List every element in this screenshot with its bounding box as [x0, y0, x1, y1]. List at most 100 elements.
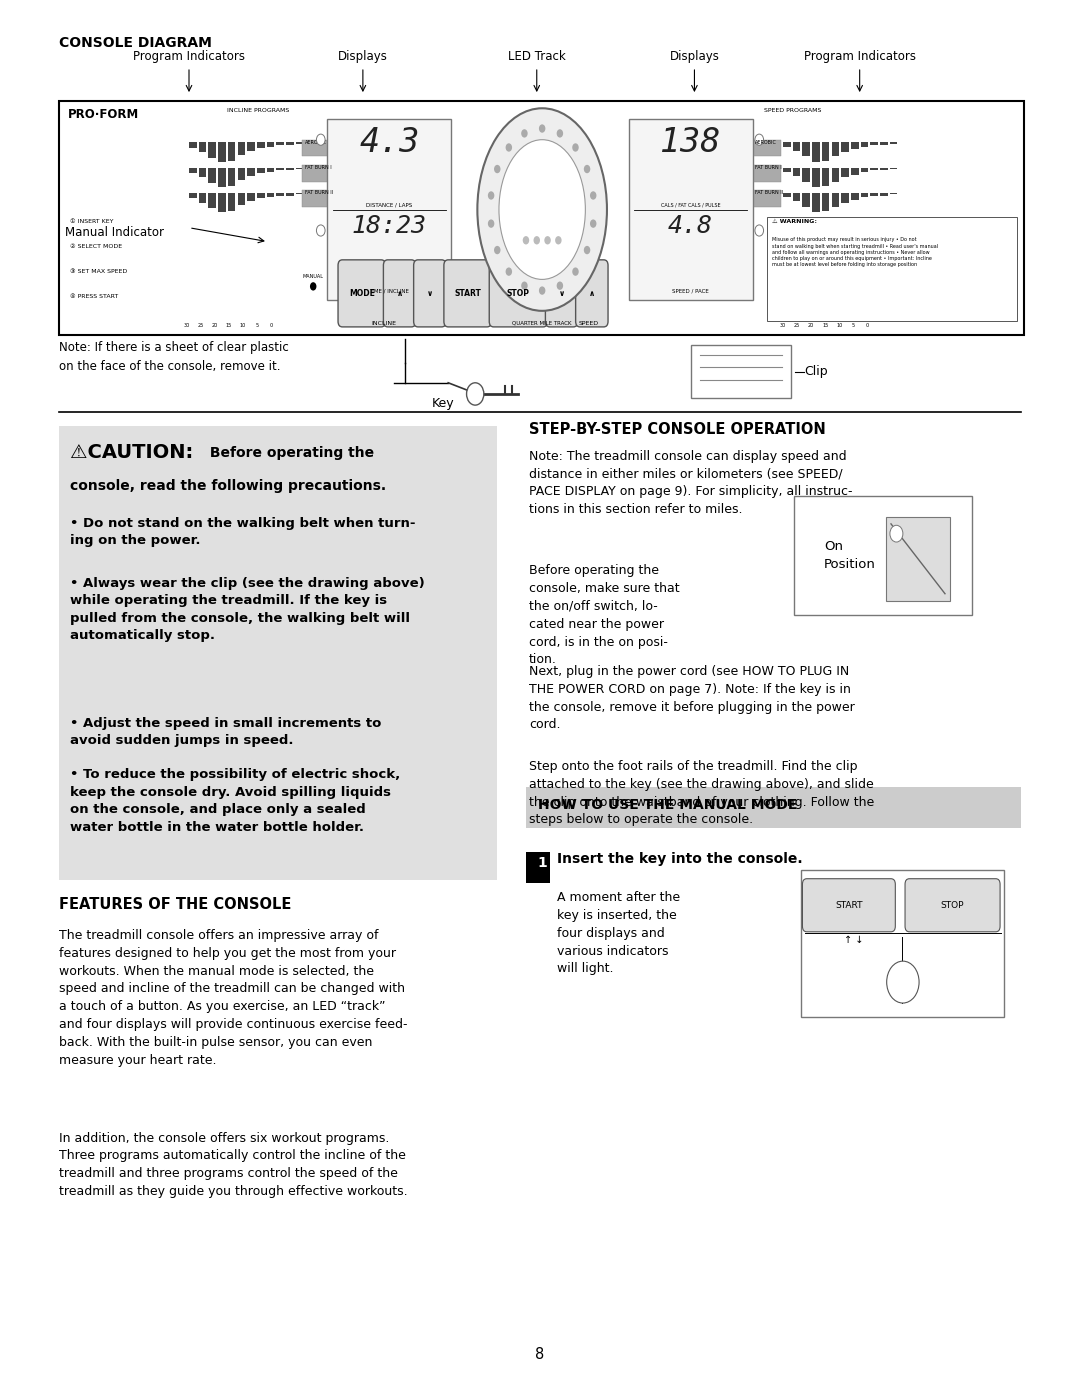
Text: SPEED: SPEED [579, 320, 598, 326]
Text: AEROBIC: AEROBIC [305, 140, 326, 145]
Bar [812, 193, 820, 212]
Text: 10: 10 [240, 323, 246, 328]
Bar [302, 165, 351, 182]
Text: FAT BURN I: FAT BURN I [305, 165, 332, 170]
Bar [861, 168, 868, 172]
Bar [851, 168, 859, 175]
Text: STEP-BY-STEP CONSOLE OPERATION: STEP-BY-STEP CONSOLE OPERATION [529, 422, 826, 437]
Bar [851, 142, 859, 149]
Text: A moment after the
key is inserted, the
four displays and
various indicators
wil: A moment after the key is inserted, the … [557, 891, 680, 975]
Circle shape [505, 267, 512, 275]
Text: 5: 5 [852, 323, 854, 328]
Bar [302, 140, 351, 156]
Text: ∨: ∨ [558, 289, 565, 298]
Text: 8: 8 [536, 1347, 544, 1362]
Bar [526, 787, 1021, 828]
Text: ③ SET MAX SPEED: ③ SET MAX SPEED [70, 268, 127, 274]
Bar [861, 193, 868, 197]
Text: MANUAL: MANUAL [302, 274, 324, 279]
Bar [794, 496, 972, 615]
Bar [691, 345, 791, 398]
Bar [880, 168, 888, 170]
Circle shape [522, 129, 528, 137]
Bar [199, 168, 206, 177]
Bar [841, 193, 849, 203]
Text: START: START [835, 901, 863, 909]
Text: CONSOLE DIAGRAM: CONSOLE DIAGRAM [59, 36, 213, 50]
Text: ∧: ∧ [589, 289, 595, 298]
Bar [327, 119, 451, 300]
FancyBboxPatch shape [414, 260, 446, 327]
Bar [812, 168, 820, 187]
Bar [783, 168, 791, 172]
Circle shape [316, 225, 325, 236]
Bar [754, 165, 781, 182]
Bar [189, 193, 197, 198]
Bar [841, 168, 849, 177]
Text: 20: 20 [212, 323, 218, 328]
Bar [59, 426, 497, 880]
FancyBboxPatch shape [545, 260, 578, 327]
Circle shape [534, 236, 540, 244]
Text: INCLINE: INCLINE [370, 320, 396, 326]
Bar [286, 168, 294, 170]
Bar [218, 168, 226, 187]
Bar [276, 142, 284, 145]
Bar [832, 193, 839, 207]
Text: Displays: Displays [338, 50, 388, 63]
Text: Note: If there is a sheet of clear plastic: Note: If there is a sheet of clear plast… [59, 341, 289, 353]
Bar [802, 168, 810, 182]
Bar [199, 193, 206, 203]
Text: Before operating the: Before operating the [205, 446, 375, 460]
Text: DISTANCE / LAPS: DISTANCE / LAPS [366, 203, 413, 208]
Bar [238, 142, 245, 155]
Ellipse shape [477, 109, 607, 312]
Circle shape [488, 219, 495, 228]
Circle shape [539, 286, 545, 295]
Text: ⚠ WARNING:: ⚠ WARNING: [772, 219, 818, 225]
Text: 0: 0 [270, 323, 272, 328]
Bar [880, 193, 888, 196]
Text: • Always wear the clip (see the drawing above)
while operating the treadmill. If: • Always wear the clip (see the drawing … [70, 577, 424, 643]
Text: SPEED PROGRAMS: SPEED PROGRAMS [764, 108, 821, 113]
Bar [267, 193, 274, 197]
Bar [526, 852, 550, 883]
Circle shape [522, 282, 528, 291]
Text: The treadmill console offers an impressive array of
features designed to help yo: The treadmill console offers an impressi… [59, 929, 408, 1066]
Text: FAT BURN II: FAT BURN II [755, 190, 783, 196]
Text: Step onto the foot rails of the treadmill. Find the clip
attached to the key (se: Step onto the foot rails of the treadmil… [529, 760, 875, 827]
Text: STOP: STOP [941, 901, 964, 909]
Bar [822, 168, 829, 186]
Text: HOW TO USE THE MANUAL MODE: HOW TO USE THE MANUAL MODE [538, 798, 797, 812]
Text: STOP: STOP [507, 289, 530, 298]
Bar [302, 190, 351, 207]
Text: LED Track: LED Track [508, 50, 566, 63]
Text: AEROBIC: AEROBIC [755, 140, 777, 145]
Circle shape [539, 124, 545, 133]
Bar [59, 101, 1024, 335]
Bar [286, 142, 294, 145]
Text: 15: 15 [822, 323, 828, 328]
Bar [832, 168, 839, 182]
Text: 1: 1 [538, 856, 548, 870]
Bar [841, 142, 849, 152]
Text: FEATURES OF THE CONSOLE: FEATURES OF THE CONSOLE [59, 897, 292, 912]
Bar [228, 142, 235, 161]
Circle shape [556, 129, 563, 137]
Text: Misuse of this product may result in serious injury • Do not
stand on walking be: Misuse of this product may result in ser… [772, 237, 939, 267]
Text: INCLINE PROGRAMS: INCLINE PROGRAMS [227, 108, 289, 113]
Text: • Adjust the speed in small increments to
avoid sudden jumps in speed.: • Adjust the speed in small increments t… [70, 717, 381, 747]
Text: 4.8: 4.8 [669, 214, 713, 237]
Text: 30: 30 [184, 323, 190, 328]
Text: Displays: Displays [670, 50, 719, 63]
Bar [238, 168, 245, 180]
Circle shape [887, 961, 919, 1003]
Text: FAT BURN I: FAT BURN I [755, 165, 782, 170]
Text: ⚠CAUTION:: ⚠CAUTION: [70, 443, 193, 462]
Text: ① INSERT KEY: ① INSERT KEY [70, 218, 113, 224]
Circle shape [584, 246, 591, 254]
Bar [629, 119, 753, 300]
Text: 18:23: 18:23 [352, 214, 427, 237]
Bar [890, 142, 897, 144]
Text: 138: 138 [661, 126, 720, 159]
